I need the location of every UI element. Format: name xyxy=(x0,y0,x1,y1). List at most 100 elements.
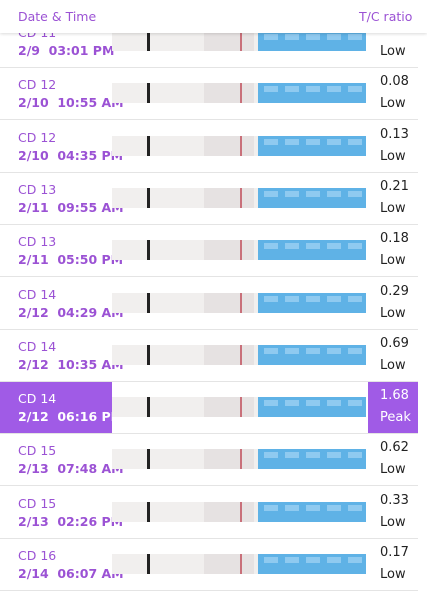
strip-bar xyxy=(147,501,150,522)
strip-window xyxy=(204,83,254,104)
control-line xyxy=(240,554,242,574)
strip-window xyxy=(204,449,254,470)
handle-pattern xyxy=(327,86,341,93)
strip-bar xyxy=(147,187,150,208)
level: Low xyxy=(380,305,406,321)
strip-bar xyxy=(147,449,150,470)
handle-pattern xyxy=(306,190,320,197)
handle-pattern xyxy=(327,138,341,145)
date-time: 2/10 10:55 AM xyxy=(18,95,124,111)
strip-window xyxy=(204,31,254,51)
handle-pattern xyxy=(264,295,278,302)
test-row: CD 15 2/13 07:48 AM 0.62 Low xyxy=(0,434,418,487)
handle-pattern xyxy=(327,190,341,197)
cycle-day: CD 15 xyxy=(18,495,57,511)
date-cell: CD 12 2/10 10:55 AM xyxy=(0,68,124,119)
handle-pattern xyxy=(285,347,299,354)
handle-pattern xyxy=(348,86,362,93)
handle-pattern xyxy=(285,557,299,563)
date-time: 2/13 07:48 AM xyxy=(18,461,124,477)
handle-pattern xyxy=(264,400,278,407)
date-time: 2/13 02:26 PM xyxy=(18,513,124,529)
ratio-cell: 0.33 Low xyxy=(368,487,418,538)
handle-pattern xyxy=(327,452,341,459)
strip-bar xyxy=(147,292,150,313)
date-time: 2/14 06:07 AM xyxy=(18,566,124,581)
handle-pattern xyxy=(264,452,278,459)
control-line xyxy=(240,344,242,365)
test-strip-photo xyxy=(112,397,366,418)
date-time: 2/11 05:50 PM xyxy=(18,252,124,268)
handle-pattern xyxy=(285,504,299,511)
tc-ratio: 0.69 xyxy=(380,335,409,351)
handle-pattern xyxy=(264,504,278,511)
level: Low xyxy=(380,357,406,373)
tc-ratio: 0.62 xyxy=(380,440,409,456)
strip-bar xyxy=(147,344,150,365)
test-strip-photo xyxy=(112,240,366,261)
control-line xyxy=(240,187,242,208)
date-time: 2/9 03:01 PM xyxy=(18,43,115,58)
control-line xyxy=(240,449,242,470)
handle-pattern xyxy=(306,295,320,302)
date-cell: CD 16 2/14 06:07 AM xyxy=(0,539,124,590)
handle-pattern xyxy=(348,243,362,250)
test-strip-photo xyxy=(112,292,366,313)
test-strip-photo xyxy=(112,344,366,365)
ratio-cell: 0.69 Low xyxy=(368,330,418,381)
control-line xyxy=(240,83,242,104)
strip-bar xyxy=(147,83,150,104)
handle-pattern xyxy=(327,295,341,302)
level: Low xyxy=(380,200,406,216)
tc-ratio: 0.08 xyxy=(380,74,409,90)
tc-ratio: 1.68 xyxy=(380,388,409,404)
date-cell: CD 15 2/13 07:48 AM xyxy=(0,434,124,485)
ratio-cell: 1.68 Peak xyxy=(368,382,418,434)
date-cell: CD 13 2/11 09:55 AM xyxy=(0,173,124,224)
strip-window xyxy=(204,135,254,156)
level: Peak xyxy=(380,410,411,426)
date-cell: CD 15 2/13 02:26 PM xyxy=(0,487,123,538)
handle-pattern xyxy=(285,86,299,93)
test-strip-photo xyxy=(112,554,366,574)
handle-pattern xyxy=(264,138,278,145)
handle-pattern xyxy=(327,504,341,511)
level: Low xyxy=(380,514,406,530)
handle-pattern xyxy=(306,138,320,145)
test-strip-photo xyxy=(112,501,366,522)
handle-pattern xyxy=(348,190,362,197)
handle-pattern xyxy=(285,295,299,302)
handle-pattern xyxy=(285,138,299,145)
tc-ratio: 0.18 xyxy=(380,231,409,247)
ratio-heading: T/C ratio xyxy=(359,9,413,24)
ratio-cell: 0.08 Low xyxy=(368,68,418,119)
strip-bar xyxy=(147,554,150,574)
handle-pattern xyxy=(285,34,299,40)
handle-pattern xyxy=(306,34,320,40)
control-line xyxy=(240,240,242,261)
strip-window xyxy=(204,554,254,574)
level: Low xyxy=(380,462,406,478)
handle-pattern xyxy=(264,190,278,197)
date-time: 2/10 04:35 PM xyxy=(18,147,124,163)
handle-pattern xyxy=(306,347,320,354)
tc-ratio: 0.29 xyxy=(380,283,409,299)
strip-window xyxy=(204,292,254,313)
test-row: CD 13 2/11 09:55 AM 0.21 Low xyxy=(0,173,418,225)
level: Low xyxy=(380,567,406,582)
handle-pattern xyxy=(348,504,362,511)
handle-pattern xyxy=(306,504,320,511)
test-row: CD 15 2/13 02:26 PM 0.33 Low xyxy=(0,487,418,539)
date-cell: CD 12 2/10 04:35 PM xyxy=(0,121,123,172)
tc-ratio: 0.33 xyxy=(380,492,409,508)
date-cell: CD 13 2/11 05:50 PM xyxy=(0,225,123,276)
tc-ratio: 0.21 xyxy=(380,178,409,194)
level: Low xyxy=(380,44,406,59)
date-time-heading: Date & Time xyxy=(18,9,97,24)
ratio-cell: 0.17 Low xyxy=(368,539,418,590)
cycle-day: CD 16 xyxy=(18,548,57,563)
test-strip-photo xyxy=(112,135,366,156)
level: Low xyxy=(380,253,406,269)
handle-pattern xyxy=(327,347,341,354)
